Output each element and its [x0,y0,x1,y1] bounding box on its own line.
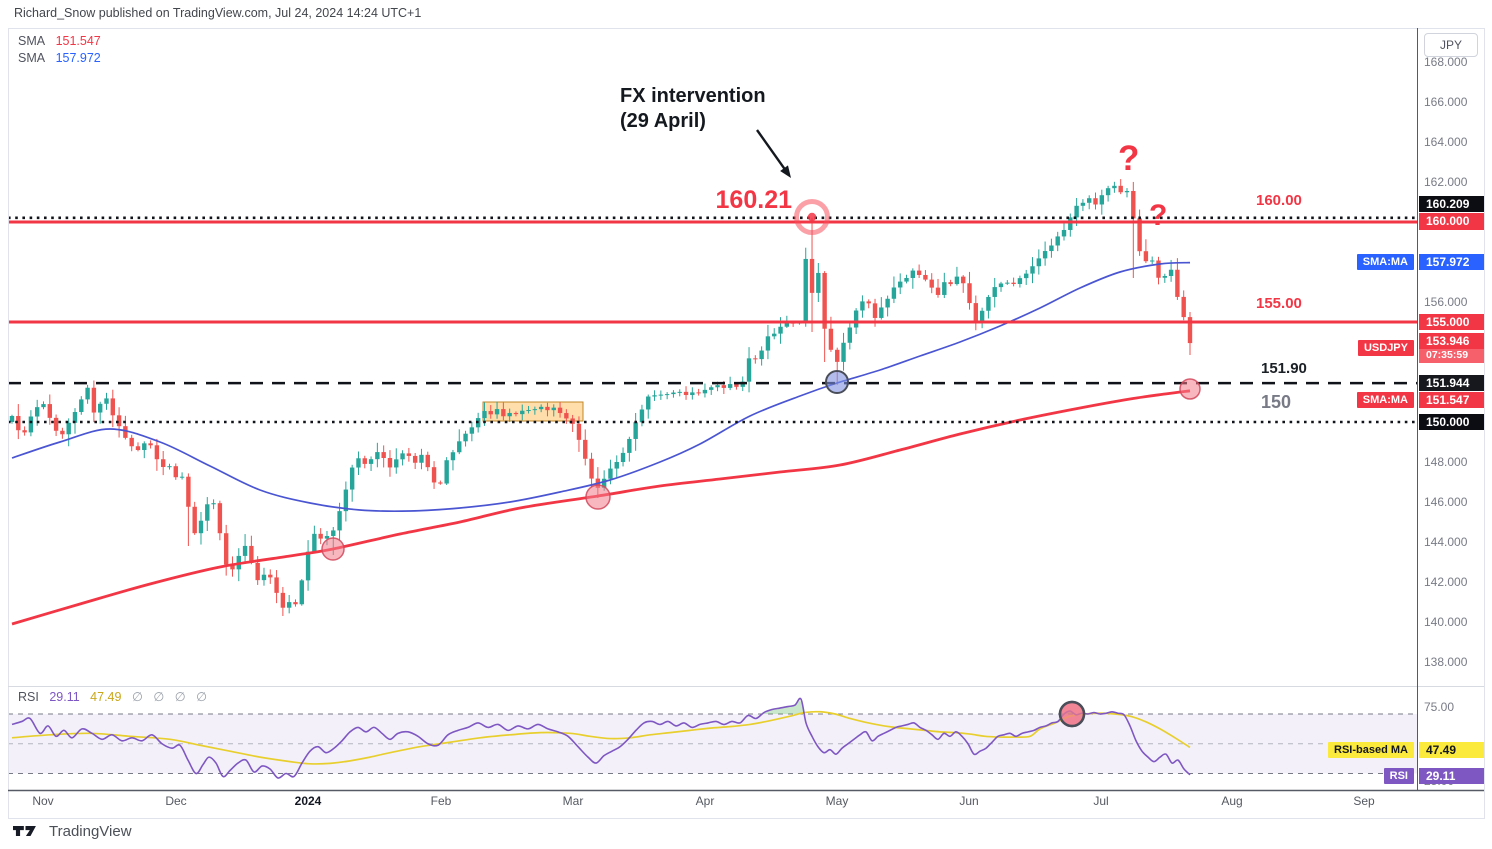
time-axis-label-Sep[interactable]: Sep [1353,794,1375,808]
annotation-arrow[interactable] [756,129,788,173]
level-text-151.90: 151.90 [1261,359,1307,377]
price-axis-tick-168.000: 168.000 [1424,55,1468,69]
empty-set-icon: ∅ [196,690,207,704]
price-label-153.946-value: 153.946 [1426,333,1470,348]
price-label-151.944-value: 151.944 [1426,375,1470,390]
rsi-label-47.49-value: 47.49 [1426,742,1457,757]
price-axis-tick-148.000: 148.000 [1424,455,1468,469]
rsi-label-29.11-tag: RSI [1383,768,1414,784]
price-axis-tick-138.000: 138.000 [1424,655,1468,669]
footer-brand[interactable]: TradingView [13,822,132,840]
annotation-arrowhead [780,165,791,178]
price-label-155.000-value: 155.000 [1426,314,1470,329]
price-label-151.547-tag: SMA:MA [1356,392,1414,408]
time-axis-label-Dec[interactable]: Dec [165,794,187,808]
price-label-157.972-tag: SMA:MA [1356,254,1414,270]
rsi-pane[interactable] [8,697,1417,779]
highlight-circle-rsi-top [1058,700,1086,728]
price-axis-tick-140.000: 140.000 [1424,615,1468,629]
price-label-150.000: 150.000 [1419,413,1484,431]
sma-legend-row-1[interactable]: SMA 151.547 [18,33,101,50]
price-label-151.944: 151.944 [1419,374,1484,392]
price-axis-tick-146.000: 146.000 [1424,495,1468,509]
empty-set-icon: ∅ [174,690,186,704]
time-axis-label-Jun[interactable]: Jun [959,794,979,808]
rsi-label-47.49: 47.49 [1419,741,1484,759]
price-label-151.547-value: 151.547 [1426,392,1470,407]
question-mark-1: ? [1118,139,1140,178]
spike-price-label: 160.21 [715,186,792,214]
sma-legend: SMA 151.547 SMA 157.972 [18,33,101,67]
price-axis-tick-156.000: 156.000 [1424,295,1468,309]
currency-toggle-button[interactable]: JPY [1424,33,1478,57]
publish-header: Richard_Snow published on TradingView.co… [14,6,421,20]
level-text-160.00: 160.00 [1256,191,1302,209]
chart-frame-border [8,28,1485,819]
rsi-label: RSI [18,690,39,704]
sma-red-line[interactable] [11,389,1191,626]
sma-label: SMA [18,34,46,48]
rsi-label-29.11-value: 29.11 [1426,768,1456,783]
rsi-label-29.11: 29.11 [1419,767,1484,785]
empty-set-icon: ∅ [153,690,165,704]
highlight-circle-sma-test-jul[interactable] [1179,378,1201,400]
rsi-ma-value: 47.49 [90,690,122,704]
time-axis-label-May[interactable]: May [825,794,849,808]
rsi-label-47.49-tag: RSI-based MA [1328,742,1414,758]
question-mark-2: ? [1149,199,1168,232]
time-axis-label-Jul[interactable]: Jul [1093,794,1109,808]
publish-header-text: Richard_Snow published on TradingView.co… [14,6,422,20]
time-axis-label-2024[interactable]: 2024 [294,794,322,808]
sma-legend-row-2[interactable]: SMA 157.972 [18,50,101,67]
price-label-157.972-value: 157.972 [1426,254,1470,269]
price-label-160.000-value: 160.000 [1426,214,1470,229]
fx-intervention-line1: FX intervention [620,85,766,107]
highlight-circle-sma-test-jan[interactable] [321,537,345,561]
highlight-circle-blue-sma-test-may[interactable] [825,370,849,394]
level-text-150: 150 [1261,391,1292,412]
sma-value-blue: 157.972 [55,51,101,65]
highlight-circle-sma-test-mar[interactable] [585,484,611,510]
sma-value-red: 151.547 [55,34,101,48]
time-axis-label-Feb[interactable]: Feb [430,794,452,808]
tradingview-logo-icon [13,826,36,836]
price-label-160.209-value: 160.209 [1426,196,1470,211]
price-label-157.972: 157.972 [1419,253,1484,271]
price-axis-tick-142.000: 142.000 [1424,575,1468,589]
sma-blue-line[interactable] [11,261,1191,513]
rsi-legend[interactable]: RSI 29.11 47.49 ∅ ∅ ∅ ∅ [18,689,214,705]
rsi-axis-tick-75.00: 75.00 [1424,699,1455,714]
fx-intervention-annotation: FX intervention (29 April) [620,84,766,134]
price-axis-tick-144.000: 144.000 [1424,535,1468,549]
price-axis-tick-164.000: 164.000 [1424,135,1468,149]
price-label-155.000: 155.000 [1419,313,1484,331]
empty-set-icon: ∅ [131,690,143,704]
rsi-overbought-fill [764,700,804,714]
rsi-value: 29.11 [49,690,80,704]
time-axis-label-Apr[interactable]: Apr [695,794,715,808]
price-label-160.000: 160.000 [1419,213,1484,230]
time-axis-label-Aug[interactable]: Aug [1221,794,1243,808]
price-label-151.547: 151.547 [1419,391,1484,409]
price-axis-tick-162.000: 162.000 [1424,175,1468,189]
price-label-153.946: 153.946 07:35:59 [1419,332,1484,363]
intervention-ring-dot [807,212,817,222]
time-axis-label-Mar[interactable]: Mar [562,794,584,808]
rsi-line[interactable] [11,697,1191,779]
fx-intervention-line2: (29 April) [620,110,706,132]
price-label-153.946-tag: USDJPY [1357,340,1414,356]
price-pane[interactable] [8,179,1417,626]
price-axis-tick-166.000: 166.000 [1424,95,1468,109]
price-label-153.946-countdown: 07:35:59 [1419,349,1484,363]
level-text-155.00: 155.00 [1256,294,1302,312]
price-label-160.209: 160.209 [1419,195,1484,213]
time-axis-label-Nov[interactable]: Nov [32,794,54,808]
intervention-ring[interactable] [794,199,830,235]
tradingview-brand-text: TradingView [49,822,132,840]
sma-label-2: SMA [18,51,46,65]
price-label-150.000-value: 150.000 [1426,414,1470,429]
